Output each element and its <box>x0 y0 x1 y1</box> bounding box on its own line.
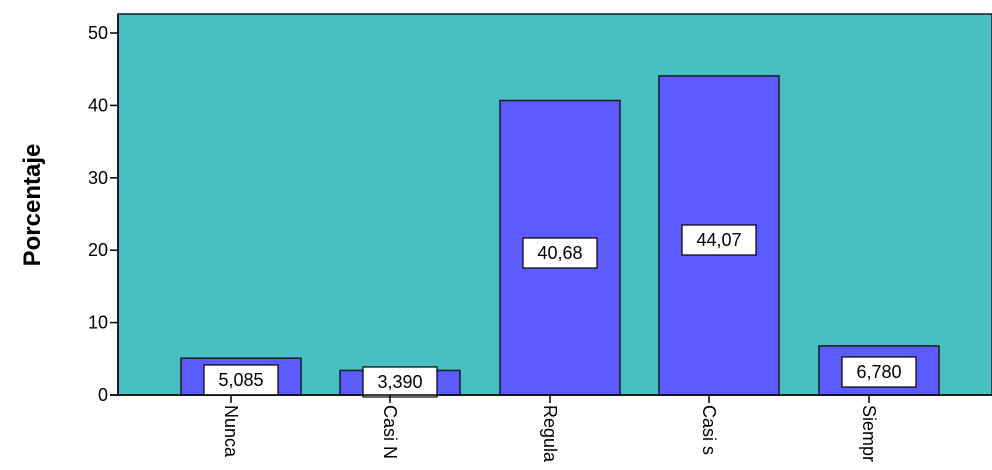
data-label: 44,07 <box>681 224 757 256</box>
y-axis-title: Porcentaje <box>19 144 46 267</box>
data-label-text: 44,07 <box>696 230 741 250</box>
data-label-text: 5,085 <box>218 370 263 390</box>
x-category-label: Siempr <box>859 405 879 462</box>
y-axis: 0 10 20 30 40 50 <box>88 14 119 405</box>
y-tick-label: 40 <box>88 95 108 115</box>
y-tick-label: 10 <box>88 313 108 333</box>
data-label-box <box>203 364 279 396</box>
data-label-box <box>362 366 438 398</box>
data-label: 40,68 <box>522 237 598 269</box>
x-category-label: Nunca <box>221 405 241 458</box>
data-label-box <box>681 224 757 256</box>
y-tick-label: 0 <box>98 385 108 405</box>
x-category-label: Regula <box>540 405 560 463</box>
data-label: 3,390 <box>362 366 438 398</box>
data-label-box <box>522 237 598 269</box>
y-tick-label: 20 <box>88 240 108 260</box>
data-label-text: 3,390 <box>377 372 422 392</box>
x-category-label: Casi s <box>699 405 719 455</box>
data-label: 5,085 <box>203 364 279 396</box>
data-label-box <box>841 356 917 388</box>
data-label-text: 6,780 <box>856 362 901 382</box>
x-axis: Nunca Casi N Regula Casi s Siempr <box>110 394 992 463</box>
y-tick-label: 30 <box>88 168 108 188</box>
data-label-text: 40,68 <box>537 243 582 263</box>
data-label: 6,780 <box>841 356 917 388</box>
y-tick-label: 50 <box>88 23 108 43</box>
bars-group: 5,085 3,390 40,68 44,07 6,780 <box>180 75 940 398</box>
x-category-label: Casi N <box>380 405 400 459</box>
